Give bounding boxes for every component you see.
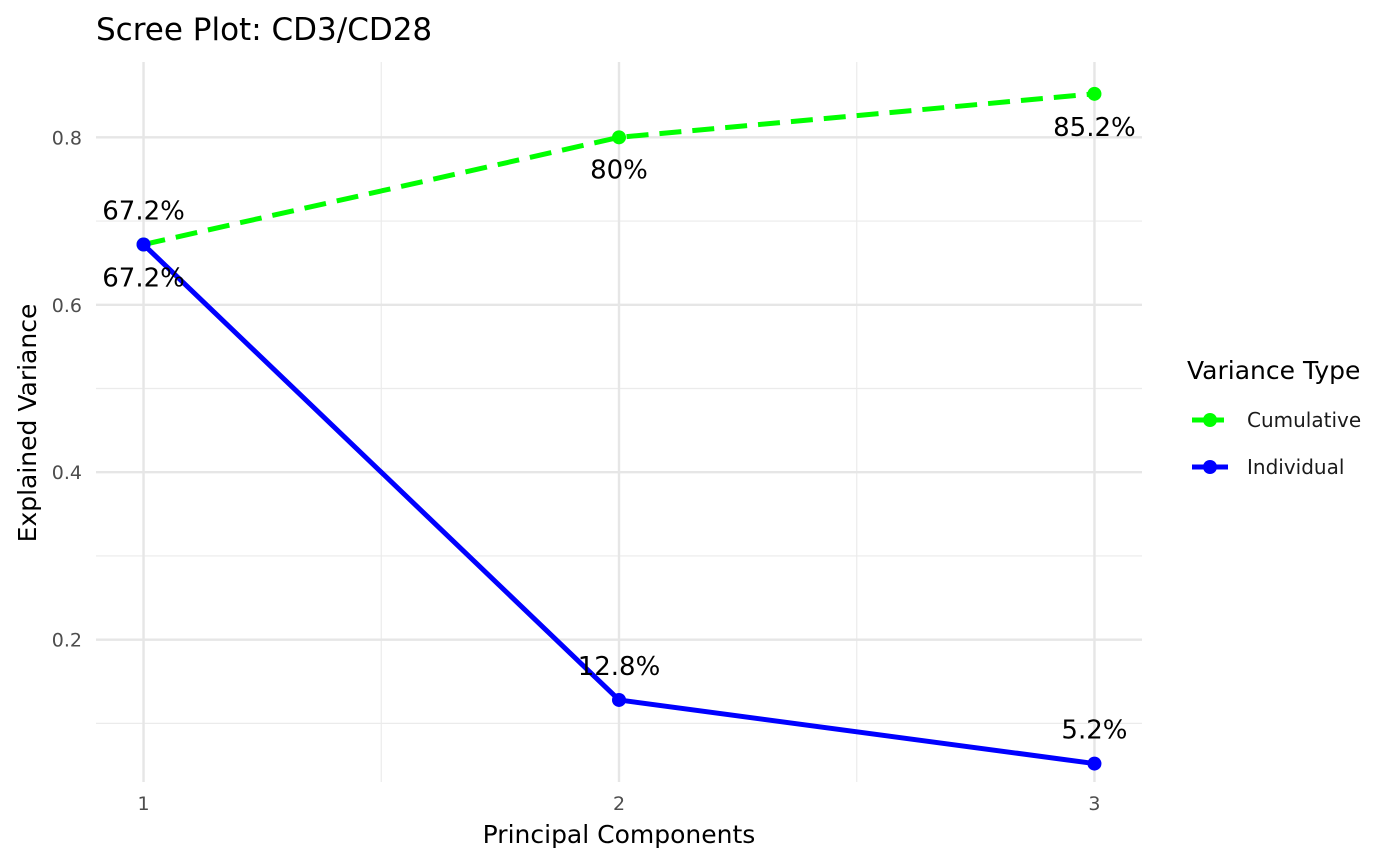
chart-title: Scree Plot: CD3/CD28 (96, 12, 432, 48)
x-tick-label: 1 (137, 793, 149, 815)
x-tick-label: 2 (613, 793, 625, 815)
data-labels: 67.2% 80% 85.2% 67.2% 12.8% 5.2% (102, 113, 1136, 746)
data-label-cumulative: 80% (590, 155, 648, 185)
y-tick-label: 0.4 (52, 462, 82, 484)
legend-key-point-individual (1203, 460, 1217, 474)
grid-lines (96, 62, 1142, 782)
data-point-individual (136, 237, 151, 252)
legend: Variance Type Cumulative Individual (1187, 356, 1361, 479)
y-tick-label: 0.2 (52, 630, 82, 652)
legend-key-point-cumulative (1203, 413, 1217, 427)
data-label-cumulative: 85.2% (1053, 113, 1136, 143)
data-point-individual (1087, 756, 1102, 771)
legend-title: Variance Type (1187, 356, 1360, 385)
data-label-individual: 5.2% (1061, 716, 1127, 746)
x-tick-label: 3 (1088, 793, 1100, 815)
data-label-individual: 67.2% (102, 264, 185, 294)
data-point-individual (612, 692, 626, 707)
data-point-cumulative (1087, 86, 1102, 101)
y-tick-label: 0.8 (52, 127, 82, 149)
axes: 0.2 0.4 0.6 0.8 1 2 3 (52, 127, 1101, 815)
legend-label-individual: Individual (1247, 455, 1344, 479)
data-label-cumulative: 67.2% (102, 197, 185, 227)
x-axis-title: Principal Components (483, 820, 756, 849)
y-tick-label: 0.6 (52, 295, 82, 317)
data-label-individual: 12.8% (578, 652, 661, 682)
series-line-cumulative (142, 91, 1095, 247)
data-point-cumulative (612, 130, 626, 145)
legend-items: Cumulative Individual (1192, 408, 1361, 479)
series-lines (136, 86, 1102, 771)
y-axis-title: Explained Variance (13, 304, 42, 543)
legend-label-cumulative: Cumulative (1247, 408, 1361, 432)
